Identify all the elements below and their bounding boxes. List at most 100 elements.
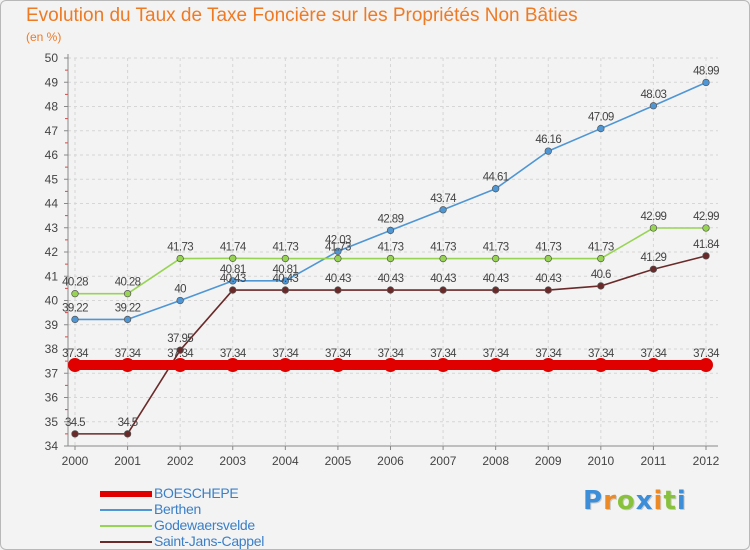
x-tick-label: 2004 bbox=[272, 454, 299, 468]
data-point-boeschepe bbox=[488, 358, 503, 373]
data-label-berthen: 48.99 bbox=[693, 65, 719, 77]
data-point-boeschepe bbox=[330, 358, 345, 373]
data-label-berthen: 47.09 bbox=[588, 112, 614, 124]
data-label-saint-jans-cappel: 40.43 bbox=[483, 273, 509, 285]
y-tick-label: 49 bbox=[45, 75, 59, 89]
data-labels: 37.34 37.34 37.34 37.34 37.34 37.34 37.34 37.34… bbox=[62, 65, 721, 428]
data-label-godewaersvelde: 42.99 bbox=[693, 211, 719, 223]
data-label-godewaersvelde: 41.73 bbox=[325, 242, 351, 254]
data-label-godewaersvelde: 41.73 bbox=[378, 242, 404, 254]
logo-letter: i bbox=[676, 486, 687, 516]
data-point-berthen bbox=[439, 206, 447, 214]
data-point-saint-jans-cappel bbox=[386, 286, 395, 294]
data-point-berthen bbox=[176, 296, 184, 305]
chart-subtitle: (en %) bbox=[26, 30, 62, 44]
data-label-berthen: 46.16 bbox=[535, 134, 561, 146]
data-label-berthen: 42.89 bbox=[378, 213, 404, 225]
y-tick-label: 50 bbox=[45, 51, 59, 65]
data-point-godewaersvelde bbox=[334, 254, 342, 263]
data-point-saint-jans-cappel bbox=[649, 265, 658, 273]
data-label-berthen: 40 bbox=[174, 284, 186, 296]
data-point-berthen bbox=[702, 78, 710, 87]
grid-lines bbox=[68, 57, 718, 447]
data-point-saint-jans-cappel bbox=[439, 286, 447, 294]
data-label-boeschepe: 37.34 bbox=[115, 348, 142, 360]
data-label-saint-jans-cappel: 40.6 bbox=[591, 269, 611, 281]
data-point-berthen bbox=[123, 315, 132, 324]
data-point-saint-jans-cappel bbox=[597, 282, 605, 290]
data-point-godewaersvelde bbox=[649, 224, 658, 232]
data-point-saint-jans-cappel bbox=[492, 286, 500, 294]
data-point-saint-jans-cappel bbox=[229, 286, 237, 294]
data-label-berthen: 40.81 bbox=[220, 264, 246, 276]
data-point-berthen bbox=[334, 247, 342, 255]
data-point-saint-jans-cappel bbox=[702, 252, 710, 260]
x-tick-label: 2012 bbox=[693, 454, 720, 468]
data-label-godewaersvelde: 41.73 bbox=[588, 242, 614, 254]
data-label-boeschepe: 37.34 bbox=[588, 348, 615, 360]
legend-swatch-berthen bbox=[100, 509, 152, 511]
data-point-boeschepe bbox=[173, 358, 188, 373]
data-point-boeschepe bbox=[383, 358, 398, 373]
data-label-boeschepe: 37.34 bbox=[325, 348, 352, 360]
legend-label-saint-jans-cappel: Saint-Jans-Cappel bbox=[154, 533, 265, 549]
data-point-berthen bbox=[229, 277, 237, 285]
data-label-boeschepe: 37.34 bbox=[167, 348, 194, 360]
data-point-boeschepe bbox=[646, 358, 661, 373]
data-point-saint-jans-cappel bbox=[281, 286, 289, 294]
data-point-godewaersvelde bbox=[386, 254, 395, 263]
data-point-berthen bbox=[281, 277, 289, 285]
data-label-godewaersvelde: 41.73 bbox=[430, 242, 456, 254]
y-tick-label: 38 bbox=[45, 342, 59, 356]
data-point-saint-jans-cappel bbox=[176, 346, 184, 354]
y-tick-label: 39 bbox=[45, 318, 59, 332]
data-label-saint-jans-cappel: 37.95 bbox=[167, 333, 193, 345]
series-lines bbox=[68, 78, 713, 438]
data-label-godewaersvelde: 41.73 bbox=[483, 242, 509, 254]
data-label-godewaersvelde: 40.28 bbox=[115, 277, 141, 289]
data-point-saint-jans-cappel bbox=[544, 286, 552, 294]
data-label-boeschepe: 37.34 bbox=[220, 348, 247, 360]
data-point-godewaersvelde bbox=[439, 254, 447, 263]
y-tick-label: 43 bbox=[45, 221, 59, 235]
data-point-godewaersvelde bbox=[71, 290, 79, 298]
data-point-godewaersvelde bbox=[597, 254, 605, 263]
x-tick-label: 2003 bbox=[219, 454, 246, 468]
data-label-berthen: 39.22 bbox=[115, 302, 141, 314]
data-label-berthen: 43.74 bbox=[430, 193, 457, 205]
data-label-berthen: 44.61 bbox=[483, 172, 509, 184]
data-point-boeschepe bbox=[593, 358, 608, 373]
data-label-saint-jans-cappel: 40.43 bbox=[325, 273, 351, 285]
x-tick-label: 2006 bbox=[377, 454, 404, 468]
data-label-boeschepe: 37.34 bbox=[641, 348, 668, 360]
data-label-godewaersvelde: 42.99 bbox=[641, 211, 667, 223]
data-point-berthen bbox=[597, 124, 605, 133]
x-tick-label: 2010 bbox=[587, 454, 614, 468]
data-point-saint-jans-cappel bbox=[123, 430, 132, 438]
x-tick-label: 2007 bbox=[430, 454, 457, 468]
data-point-boeschepe bbox=[120, 358, 135, 373]
y-tick-label: 36 bbox=[45, 391, 59, 405]
y-tick-label: 47 bbox=[45, 124, 59, 138]
data-point-godewaersvelde bbox=[229, 254, 237, 262]
data-point-boeschepe bbox=[225, 358, 240, 373]
data-label-saint-jans-cappel: 41.84 bbox=[693, 239, 720, 251]
data-point-berthen bbox=[386, 226, 395, 235]
data-label-boeschepe: 37.34 bbox=[378, 348, 405, 360]
data-point-boeschepe bbox=[541, 358, 556, 373]
x-tick-label: 2008 bbox=[482, 454, 509, 468]
legend-label-boeschepe: BOESCHEPE bbox=[154, 485, 239, 501]
data-label-berthen: 40.81 bbox=[272, 264, 298, 276]
data-point-berthen bbox=[649, 102, 658, 110]
data-point-saint-jans-cappel bbox=[71, 430, 79, 438]
y-tick-label: 42 bbox=[45, 245, 59, 259]
legend-swatch-boeschepe bbox=[100, 491, 152, 497]
x-tick-label: 2009 bbox=[535, 454, 562, 468]
logo-letter: x bbox=[635, 486, 654, 516]
axes: 34 35 36 37 38 39 40 41 42 43 44 45 46 47 48 49 50 2000 20… bbox=[45, 51, 720, 468]
data-point-boeschepe bbox=[699, 358, 713, 373]
data-label-godewaersvelde: 41.73 bbox=[272, 242, 298, 254]
proxiti-logo: Proxiti bbox=[583, 486, 687, 516]
data-label-godewaersvelde: 41.73 bbox=[535, 242, 561, 254]
